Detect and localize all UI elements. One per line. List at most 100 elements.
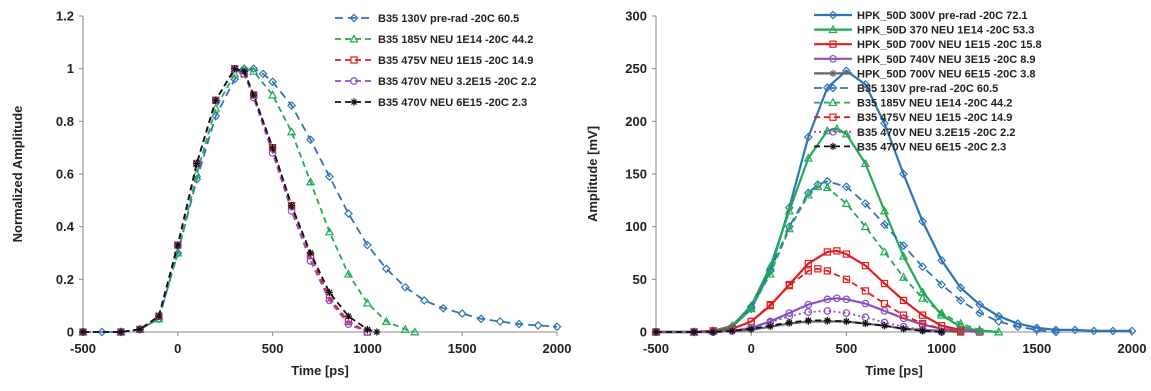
x-tick-label: 500 xyxy=(836,341,858,356)
y-tick-label: 300 xyxy=(625,9,647,24)
data-point xyxy=(240,67,248,75)
legend-marker xyxy=(829,142,837,150)
data-point xyxy=(97,327,107,337)
data-point xyxy=(803,153,813,162)
data-point xyxy=(822,125,832,135)
data-point xyxy=(785,281,793,290)
data-point xyxy=(211,111,221,121)
series-line xyxy=(656,180,1056,333)
data-point xyxy=(400,324,410,333)
data-point xyxy=(975,308,985,318)
data-point xyxy=(249,64,259,74)
legend-marker xyxy=(829,113,837,121)
y-tick-label: 1 xyxy=(67,61,74,76)
legend-label: B35 470V NEU 3.2E15 -20C 2.2 xyxy=(378,76,536,88)
data-point xyxy=(842,317,850,326)
data-point xyxy=(880,220,889,230)
x-tick-label: 1500 xyxy=(448,341,477,356)
data-point xyxy=(880,118,889,128)
data-point xyxy=(765,269,775,278)
data-point xyxy=(746,302,756,312)
data-point xyxy=(690,328,698,336)
data-point xyxy=(362,240,372,250)
data-point xyxy=(784,206,794,215)
data-point xyxy=(155,312,163,320)
data-point xyxy=(192,169,202,178)
legend-marker xyxy=(350,77,358,85)
data-point xyxy=(438,303,448,313)
data-point xyxy=(994,317,1004,326)
data-point xyxy=(899,241,908,251)
data-point xyxy=(1051,325,1061,335)
data-point xyxy=(1070,325,1080,335)
data-point xyxy=(841,198,852,207)
data-point xyxy=(842,275,851,283)
x-axis-title: Time [ps] xyxy=(291,363,349,378)
data-point xyxy=(880,299,889,308)
data-point xyxy=(956,328,965,336)
data-point xyxy=(193,159,201,168)
data-point xyxy=(823,248,832,256)
legend-marker xyxy=(350,98,358,106)
y-tick-label: 0 xyxy=(640,325,647,340)
data-point xyxy=(861,261,870,270)
legend-marker xyxy=(828,10,838,20)
data-point xyxy=(747,325,755,333)
x-tick-label: 1000 xyxy=(927,341,956,356)
series-line xyxy=(656,185,999,333)
data-point xyxy=(373,328,381,336)
data-point xyxy=(324,227,335,236)
data-point xyxy=(804,259,812,268)
series-line xyxy=(83,67,416,333)
legend-marker xyxy=(828,97,838,107)
data-point xyxy=(344,312,353,320)
data-point xyxy=(117,328,125,336)
y-tick-label: 0.4 xyxy=(56,219,75,234)
data-point xyxy=(1108,326,1118,336)
data-point xyxy=(938,328,946,336)
legend-marker xyxy=(829,127,837,136)
data-point xyxy=(287,202,296,210)
data-point xyxy=(899,311,908,319)
legend-marker xyxy=(828,24,838,34)
legend-marker xyxy=(829,69,837,77)
data-point xyxy=(325,172,334,182)
y-tick-label: 0 xyxy=(67,325,74,340)
data-point xyxy=(833,247,841,255)
data-point xyxy=(898,251,909,260)
data-point xyxy=(343,269,354,278)
series-2 xyxy=(651,123,1004,336)
data-point xyxy=(957,328,965,336)
data-point xyxy=(533,320,543,330)
data-point xyxy=(823,295,832,304)
data-point xyxy=(937,280,947,290)
data-point xyxy=(268,77,278,87)
data-point xyxy=(899,296,908,305)
data-point xyxy=(258,69,268,79)
data-point xyxy=(823,307,832,315)
data-point xyxy=(803,190,813,199)
data-point xyxy=(833,294,841,303)
data-point xyxy=(842,309,851,317)
legend-label: B35 185V NEU 1E14 -20C 44.2 xyxy=(378,34,533,46)
data-point xyxy=(1013,322,1023,332)
data-point xyxy=(785,318,793,327)
data-point xyxy=(1032,325,1042,335)
data-point xyxy=(822,182,832,192)
y-axis-title: Normalized Amplitude xyxy=(10,106,25,243)
data-point xyxy=(918,262,928,272)
data-point xyxy=(410,327,420,336)
data-point xyxy=(306,135,315,145)
y-tick-label: 250 xyxy=(625,61,647,76)
data-point xyxy=(343,209,353,218)
data-point xyxy=(306,249,315,257)
data-point xyxy=(1089,326,1099,336)
x-tick-label: 500 xyxy=(262,341,284,356)
data-point xyxy=(766,322,774,330)
x-tick-label: -500 xyxy=(70,341,96,356)
data-point xyxy=(400,282,410,292)
data-point xyxy=(803,132,813,142)
x-tick-label: 0 xyxy=(174,341,181,356)
data-point xyxy=(918,311,927,319)
